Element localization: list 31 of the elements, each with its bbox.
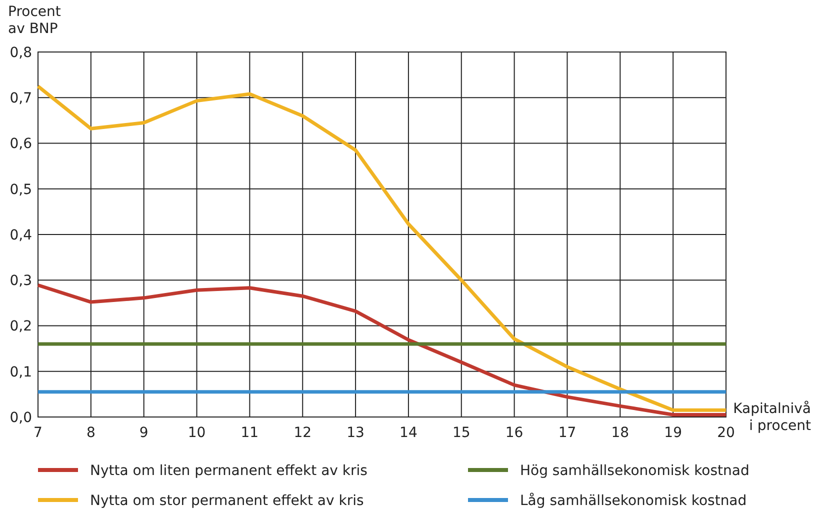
x-tick-label: 19 xyxy=(664,425,682,441)
x-tick-label: 13 xyxy=(346,425,364,441)
legend-label: Nytta om stor permanent effekt av kris xyxy=(90,492,364,509)
x-tick-label: 17 xyxy=(558,425,576,441)
x-tick-label: 10 xyxy=(188,425,206,441)
y-tick-label: 0,3 xyxy=(10,273,32,290)
y-tick-label: 0,8 xyxy=(10,44,32,61)
y-tick-label: 0,6 xyxy=(10,136,32,152)
y-tick-label: 0,5 xyxy=(10,182,32,198)
y-tick-label: 0,0 xyxy=(10,410,32,426)
legend-label: Nytta om liten permanent effekt av kris xyxy=(90,462,368,479)
x-tick-label: 14 xyxy=(400,425,418,441)
y-tick-label: 0,4 xyxy=(10,227,32,244)
x-tick-label: 12 xyxy=(294,425,312,441)
y-tick-label: 0,1 xyxy=(10,364,32,380)
x-tick-label: 7 xyxy=(34,425,42,441)
x-tick-label: 20 xyxy=(717,425,735,441)
x-tick-label: 16 xyxy=(505,425,524,441)
y-axis-title: Procent av BNP xyxy=(8,4,62,37)
x-tick-label: 18 xyxy=(611,425,630,441)
x-tick-label: 8 xyxy=(86,425,96,441)
y-tick-label: 0,7 xyxy=(10,90,32,107)
x-tick-label: 9 xyxy=(139,425,148,441)
x-tick-label: 11 xyxy=(240,425,259,441)
legend-label: Hög samhällsekonomisk kostnad xyxy=(520,462,750,479)
legend-label: Låg samhällsekonomisk kostnad xyxy=(520,492,747,509)
x-tick-label: 15 xyxy=(452,425,470,441)
y-tick-label: 0,2 xyxy=(10,318,32,335)
x-axis-title: Kapitalnivå i procent xyxy=(733,400,812,434)
line-series xyxy=(36,283,728,416)
line-series xyxy=(36,84,728,412)
